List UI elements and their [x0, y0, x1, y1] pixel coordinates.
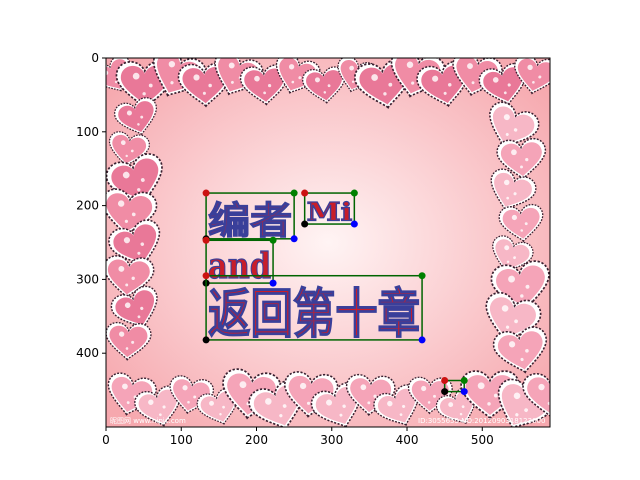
y-tick-label: 0 [91, 51, 99, 65]
top-right-corner-marker [269, 236, 277, 244]
word-annotation: and [202, 236, 277, 288]
bottom-left-corner-marker [441, 388, 449, 396]
top-left-corner-marker [301, 189, 309, 197]
y-tick-label: 300 [76, 272, 99, 286]
top-right-corner-marker [290, 189, 298, 197]
heart-icon [478, 62, 527, 106]
heart-icon [302, 66, 346, 104]
top-right-corner-marker [418, 272, 426, 280]
bounding-box [205, 239, 274, 284]
y-axis: 0 100 200 300 400 [76, 51, 106, 360]
y-tick-label: 200 [76, 199, 99, 213]
heart-icon [108, 219, 161, 267]
top-left-corner-marker [202, 272, 210, 280]
heart-icon [196, 387, 239, 425]
x-tick-label: 300 [320, 433, 343, 447]
heart-icon [489, 101, 540, 148]
top-right-corner-marker [350, 189, 358, 197]
bottom-right-corner-marker [460, 388, 468, 396]
word-text: 编者 [208, 198, 292, 242]
top-left-corner-marker [202, 236, 210, 244]
x-tick-label: 400 [396, 433, 419, 447]
x-axis: 0 100 200 300 400 500 [102, 427, 494, 447]
heart-icon [493, 326, 547, 374]
y-tick-label: 100 [76, 125, 99, 139]
top-left-corner-marker [441, 377, 449, 385]
bottom-left-corner-marker [301, 220, 309, 228]
bottom-right-corner-marker [269, 279, 277, 287]
heart-icon [407, 376, 453, 415]
top-right-corner-marker [460, 377, 468, 385]
image-background [106, 58, 550, 427]
heart-icon [106, 255, 155, 299]
bottom-right-corner-marker [290, 235, 298, 243]
heart-icon [110, 285, 158, 329]
word-text: and [208, 246, 271, 287]
heart-icon [177, 62, 232, 108]
x-tick-label: 200 [245, 433, 268, 447]
x-tick-label: 100 [170, 433, 193, 447]
y-tick-label: 400 [76, 346, 99, 360]
x-tick-label: 0 [102, 433, 110, 447]
heart-icon [498, 203, 544, 243]
word-annotation: Mi [301, 189, 358, 228]
heart-icon [239, 64, 289, 106]
bounding-box [205, 192, 295, 240]
bounding-box [443, 379, 465, 393]
watermark-left: 昵图网 www.nipic.com [110, 417, 186, 425]
word-annotation: 返回第十章 [202, 272, 426, 346]
word-annotation [441, 377, 468, 396]
bounding-box [303, 192, 356, 225]
heart-icon [134, 385, 181, 427]
heart-frame [106, 58, 550, 427]
axes-frame [105, 57, 551, 428]
axes-area: 昵图网 www.nipic.com ID:3055655 NO:20120903… [105, 57, 551, 428]
word-text: Mi [307, 196, 353, 226]
bounding-box [205, 274, 423, 341]
x-tick-label: 500 [471, 433, 494, 447]
heart-icon [492, 235, 534, 273]
watermark-right: ID:3055655 NO:2012090318123000 [418, 417, 545, 425]
heart-icon [490, 168, 537, 211]
heart-icon [114, 97, 157, 136]
word-annotation: 编者 [202, 189, 298, 243]
word-text: 返回第十章 [208, 284, 420, 345]
heart-icon [496, 137, 547, 181]
heart-icon [106, 321, 152, 361]
heart-icon [310, 381, 362, 427]
bottom-left-corner-marker [202, 336, 210, 344]
bottom-right-corner-marker [418, 336, 426, 344]
heart-icon [373, 384, 419, 427]
top-left-corner-marker [202, 189, 210, 197]
bottom-right-corner-marker [350, 220, 358, 228]
heart-icon [514, 58, 550, 95]
